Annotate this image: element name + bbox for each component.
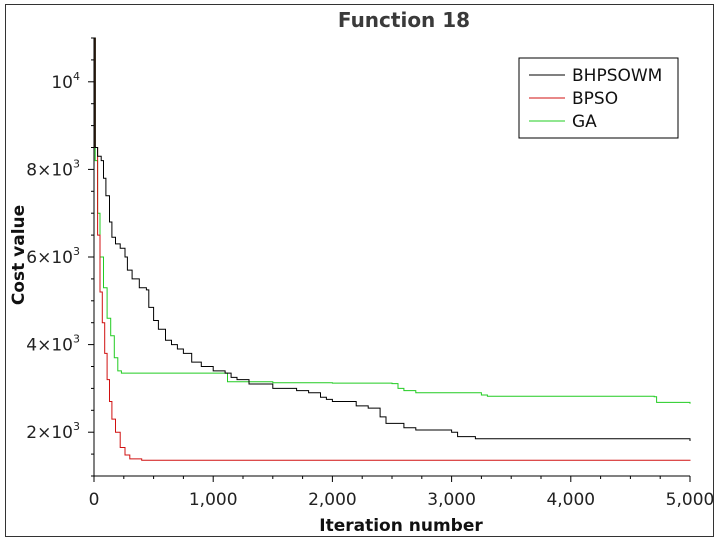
x-tick-label: 5,000 <box>666 490 715 510</box>
x-tick-label: 2,000 <box>308 490 357 510</box>
y-tick-label: 6×103 <box>26 245 80 268</box>
legend-label: BHPSOWM <box>572 66 662 86</box>
x-axis-label: Iteration number <box>319 516 483 536</box>
y-tick-label: 2×103 <box>26 420 80 443</box>
x-tick-label: 4,000 <box>546 490 595 510</box>
series-line-bpso <box>94 37 691 461</box>
x-tick-label: 0 <box>89 490 100 510</box>
series-line-bhpsowm <box>94 37 691 441</box>
series-line-ga <box>94 37 691 404</box>
y-tick-label: 4×103 <box>26 333 80 356</box>
y-tick-label: 104 <box>51 70 80 93</box>
y-tick-label: 8×103 <box>26 157 80 180</box>
axes-group: 0 1,000 2,000 3,000 4,000 5,000 2×103 4×103 6×10… <box>26 37 715 510</box>
legend-label: BPSO <box>572 89 618 109</box>
series-group <box>94 37 691 461</box>
x-tick-label: 3,000 <box>427 490 476 510</box>
legend-label: GA <box>572 112 597 132</box>
legend: BHPSOWM BPSO GA <box>518 57 679 139</box>
y-axis-label: Cost value <box>9 205 29 305</box>
chart-frame <box>5 4 714 537</box>
x-tick-label: 1,000 <box>189 490 238 510</box>
chart-title: Function 18 <box>338 8 470 32</box>
